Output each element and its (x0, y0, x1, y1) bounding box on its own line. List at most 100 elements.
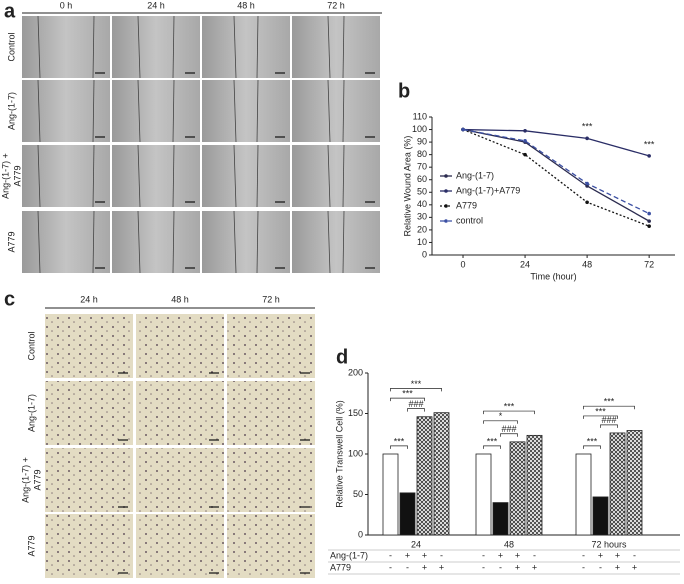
wound-edge (256, 79, 259, 143)
treatment-sign: + (515, 562, 520, 572)
point (461, 127, 465, 132)
point (523, 152, 527, 157)
bracket (583, 415, 618, 419)
treatment-sign: + (598, 550, 603, 560)
wound-edge (256, 210, 259, 274)
wound-edge (137, 79, 141, 143)
point (523, 129, 527, 133)
wound-edge (327, 79, 331, 143)
micrograph (136, 514, 224, 578)
treatment-sign: + (498, 550, 503, 560)
wound-edge (342, 144, 345, 208)
y-tick-label: 0 (358, 529, 363, 539)
legend-label: A779 (456, 200, 477, 210)
y-tick-label: 50 (353, 489, 363, 499)
wound-edge (37, 79, 41, 143)
bracket (600, 424, 618, 428)
micrograph (112, 80, 200, 142)
column-header: 72 h (262, 294, 280, 304)
micrograph (112, 16, 200, 78)
y-tick-label: 90 (417, 136, 427, 146)
treatment-sign: - (599, 562, 602, 572)
annotation: *** (644, 139, 655, 149)
wound-edge (233, 79, 237, 143)
bracket (390, 397, 425, 402)
x-tick-label: 72 hours (591, 539, 627, 549)
bar (592, 496, 609, 536)
y-tick-label: 110 (413, 111, 427, 121)
row-label: Ang-(1-7) (330, 550, 368, 560)
panel-label: b (398, 80, 410, 102)
row-label: Ang-(1-7) + (0, 153, 10, 199)
panel-label: c (4, 288, 15, 310)
micrograph (292, 145, 380, 207)
y-tick-label: 100 (348, 448, 363, 458)
y-tick-label: 50 (417, 187, 427, 197)
x-tick-label: 24 (520, 259, 530, 269)
significance: *** (411, 379, 422, 389)
significance: *** (487, 436, 498, 446)
column-header: 24 h (147, 0, 165, 10)
y-tick-label: 0 (422, 249, 427, 259)
column-header: 48 h (171, 294, 189, 304)
significance: ### (601, 415, 616, 425)
micrograph (45, 381, 133, 445)
bar (492, 502, 509, 536)
treatment-sign: - (633, 550, 636, 560)
significance: *** (402, 388, 413, 398)
point (585, 136, 589, 141)
row-label: Ang-(1-7) (6, 92, 16, 130)
treatment-sign: + (405, 550, 410, 560)
bracket (583, 445, 601, 449)
micrograph (22, 145, 110, 207)
bracket (483, 445, 501, 449)
significance: *** (394, 436, 405, 446)
point (585, 184, 589, 188)
x-tick-label: 0 (461, 259, 466, 269)
micrograph (227, 381, 315, 445)
treatment-sign: + (615, 562, 620, 572)
treatment-sign: - (389, 550, 392, 560)
y-tick-label: 100 (412, 124, 427, 134)
wound-edge (327, 15, 331, 79)
column-header: 72 h (327, 0, 345, 10)
y-tick-label: 60 (417, 174, 427, 184)
micrograph (112, 211, 200, 273)
bar (433, 412, 450, 536)
micrograph (227, 314, 315, 378)
x-tick-label: 24 (411, 539, 421, 549)
significance: *** (595, 406, 606, 416)
wound-edge (342, 15, 345, 79)
wound-edge (172, 15, 175, 79)
treatment-sign: + (439, 562, 444, 572)
legend-marker (444, 219, 448, 223)
y-tick-label: 10 (417, 237, 427, 247)
treatment-sign: - (533, 550, 536, 560)
row-label: Control (6, 32, 16, 61)
micrograph (227, 448, 315, 512)
wound-edge (92, 15, 95, 79)
significance: *** (604, 397, 615, 407)
bracket (500, 433, 518, 437)
wound-edge (327, 144, 331, 208)
panel-label: d (336, 346, 348, 368)
treatment-sign: + (422, 562, 427, 572)
y-axis-label: Relative Transwell Cell (%) (334, 400, 344, 508)
micrograph (22, 80, 110, 142)
legend-label: Ang-(1-7)+A779 (456, 185, 520, 195)
legend-label: control (456, 215, 483, 225)
significance: * (499, 411, 503, 421)
y-tick-label: 150 (348, 408, 363, 418)
wound-edge (233, 144, 237, 208)
treatment-sign: - (582, 562, 585, 572)
row-label: A779 (12, 165, 22, 186)
column-header: 24 h (80, 294, 98, 304)
treatment-sign: + (422, 550, 427, 560)
micrograph (45, 514, 133, 578)
micrograph (292, 211, 380, 273)
micrograph (202, 145, 290, 207)
point (647, 224, 651, 228)
y-tick-label: 40 (417, 199, 427, 209)
point (647, 219, 651, 223)
micrograph (202, 211, 290, 273)
